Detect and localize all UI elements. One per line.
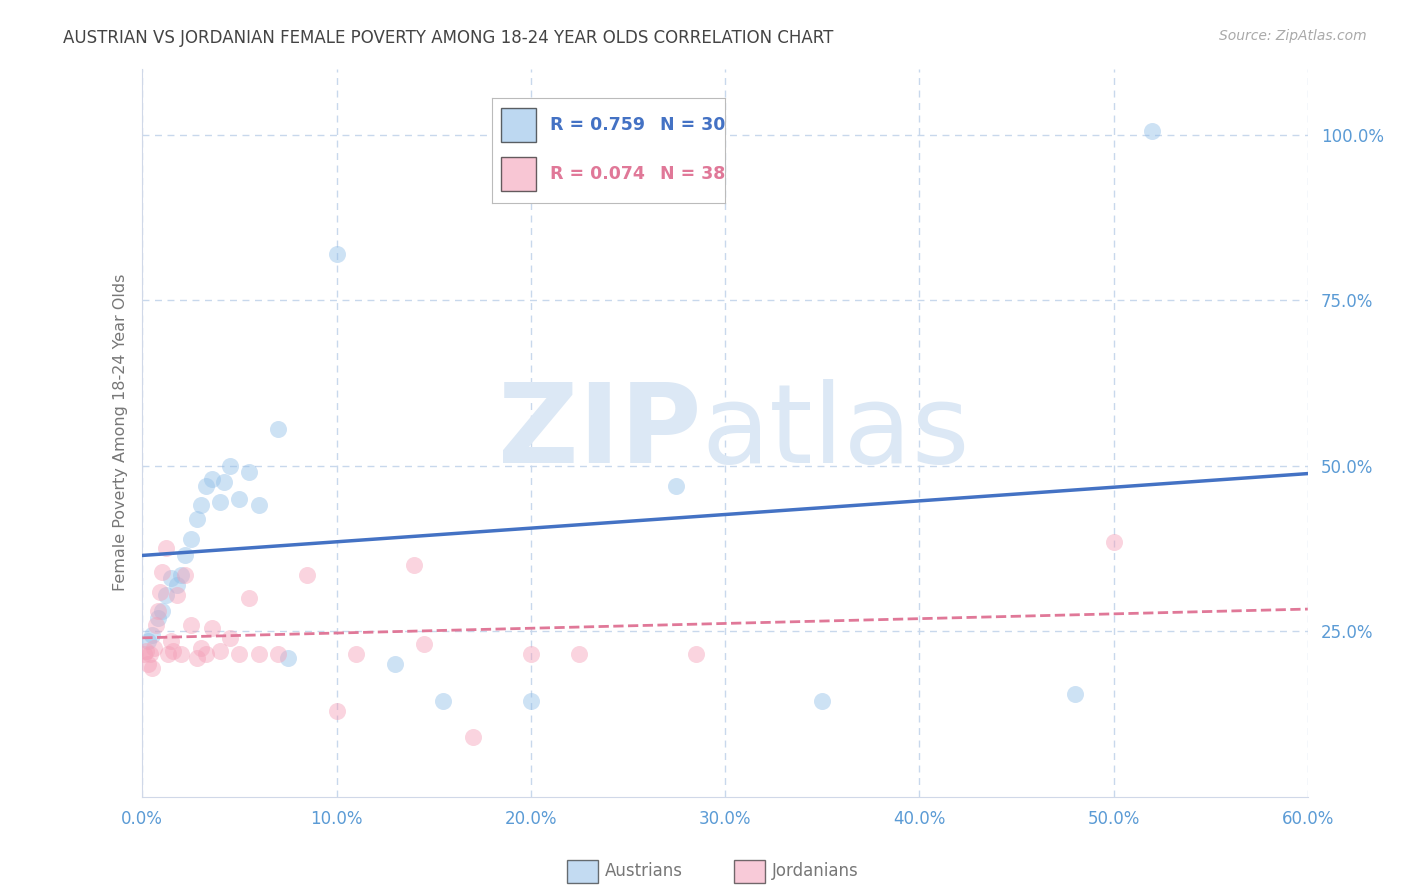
Point [1142, 124, 1164, 138]
Point [135, 644, 157, 658]
Point [384, 657, 406, 672]
Point [665, 478, 688, 492]
Point [141, 627, 163, 641]
Point [811, 694, 834, 708]
Point [180, 617, 202, 632]
Point [208, 644, 231, 658]
Text: Austrians: Austrians [605, 863, 682, 880]
Point [344, 648, 367, 662]
Point [432, 694, 454, 708]
Point [218, 458, 240, 473]
Point [160, 634, 183, 648]
Y-axis label: Female Poverty Among 18-24 Year Olds: Female Poverty Among 18-24 Year Olds [114, 274, 128, 591]
Point [228, 491, 250, 506]
Point [139, 648, 162, 662]
Point [150, 565, 173, 579]
Point [190, 499, 212, 513]
Point [297, 568, 319, 582]
Point [267, 648, 290, 662]
Point [180, 532, 202, 546]
Point [520, 648, 543, 662]
Point [136, 657, 159, 672]
Point [267, 422, 290, 436]
Point [149, 584, 172, 599]
Point [134, 648, 156, 662]
Point [685, 648, 707, 662]
Point [212, 475, 235, 490]
Point [228, 648, 250, 662]
Point [155, 588, 177, 602]
Point [156, 648, 179, 662]
Point [174, 568, 197, 582]
Point [413, 638, 436, 652]
Point [170, 648, 193, 662]
Point [170, 568, 193, 582]
Point [136, 634, 159, 648]
Text: Jordanians: Jordanians [772, 863, 859, 880]
Point [238, 591, 260, 606]
Point [247, 499, 270, 513]
Point [218, 631, 240, 645]
Point [146, 611, 169, 625]
Point [325, 247, 347, 261]
Point [1102, 534, 1125, 549]
Point [162, 644, 184, 658]
Point [1063, 687, 1085, 701]
Point [195, 648, 218, 662]
Point [186, 511, 208, 525]
Point [160, 571, 183, 585]
Point [238, 466, 260, 480]
Point [277, 650, 299, 665]
Text: ZIP: ZIP [498, 379, 702, 486]
Point [146, 604, 169, 618]
Point [208, 495, 231, 509]
Point [404, 558, 426, 572]
Point [247, 648, 270, 662]
Point [195, 478, 218, 492]
Point [166, 578, 188, 592]
Text: AUSTRIAN VS JORDANIAN FEMALE POVERTY AMONG 18-24 YEAR OLDS CORRELATION CHART: AUSTRIAN VS JORDANIAN FEMALE POVERTY AMO… [63, 29, 834, 46]
Point [190, 640, 212, 655]
Point [174, 548, 197, 562]
Point [461, 730, 484, 744]
Point [186, 650, 208, 665]
Point [568, 648, 591, 662]
Point [145, 617, 167, 632]
Point [141, 660, 163, 674]
Point [150, 604, 173, 618]
Text: atlas: atlas [702, 379, 970, 486]
Point [325, 704, 347, 718]
Point [201, 621, 224, 635]
Text: Source: ZipAtlas.com: Source: ZipAtlas.com [1219, 29, 1367, 43]
Point [166, 588, 188, 602]
Point [143, 640, 166, 655]
Point [201, 472, 224, 486]
Point [155, 541, 177, 556]
Point [520, 694, 543, 708]
